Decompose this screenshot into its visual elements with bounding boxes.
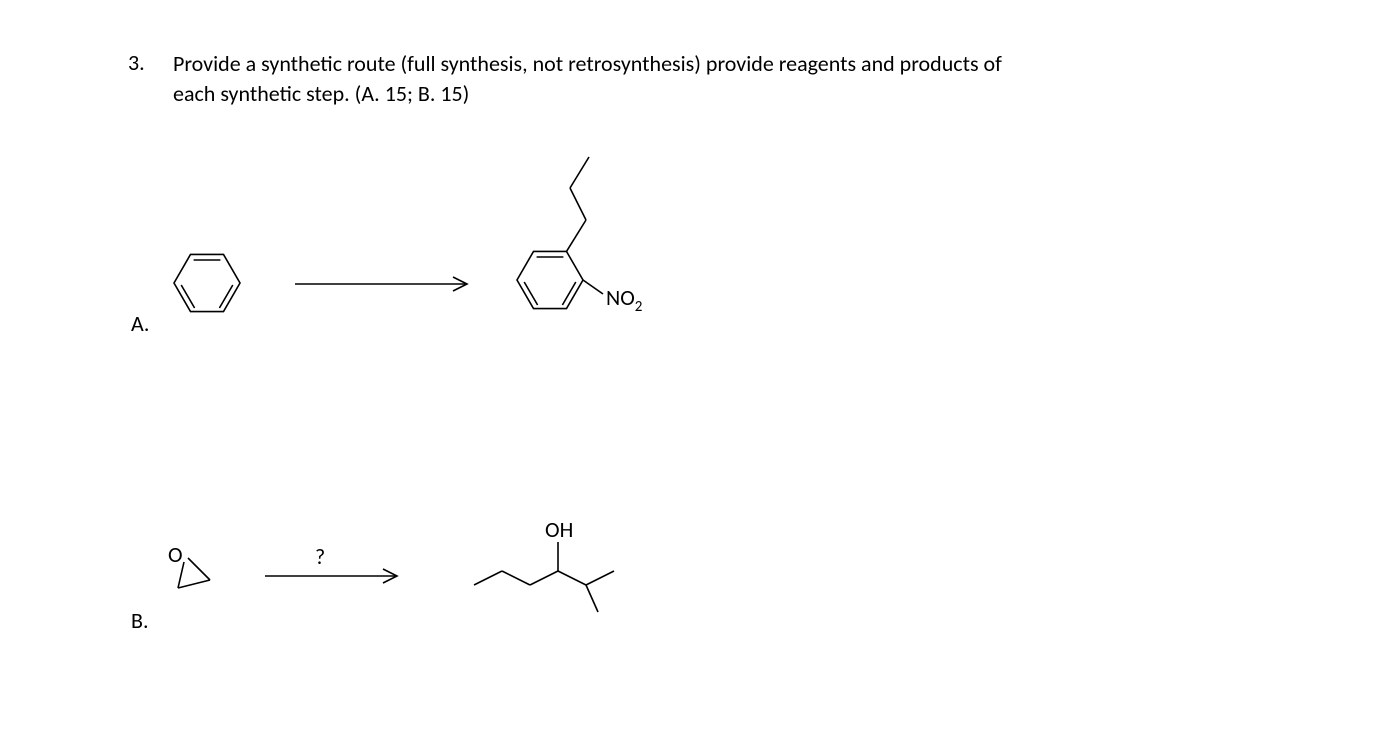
no2-sub: 2 bbox=[635, 298, 643, 316]
benzene-start bbox=[162, 238, 252, 328]
product-a: NO2 bbox=[490, 130, 710, 350]
oh-label: OH bbox=[545, 516, 573, 543]
question-line-1: Provide a synthetic route (full synthesi… bbox=[173, 50, 1002, 77]
reaction-arrow-b: ? bbox=[260, 546, 420, 596]
part-a-label: A. bbox=[131, 310, 149, 337]
no2-text: NO bbox=[606, 284, 635, 311]
epoxide-start: O bbox=[158, 540, 238, 610]
no2-label: NO2 bbox=[606, 284, 642, 316]
arrow-b-qmark: ? bbox=[315, 546, 325, 570]
reaction-arrow-a bbox=[290, 269, 480, 299]
page: 3. Provide a synthetic route (full synth… bbox=[0, 0, 1396, 730]
product-b: OH bbox=[438, 512, 658, 622]
part-b-label: B. bbox=[131, 607, 149, 634]
epoxide-o-label: O bbox=[168, 541, 183, 568]
question-number: 3. bbox=[128, 49, 145, 76]
question-text: Provide a synthetic route (full synthesi… bbox=[173, 49, 1293, 108]
question-line-2: each synthetic step. (A. 15; B. 15) bbox=[173, 80, 469, 107]
